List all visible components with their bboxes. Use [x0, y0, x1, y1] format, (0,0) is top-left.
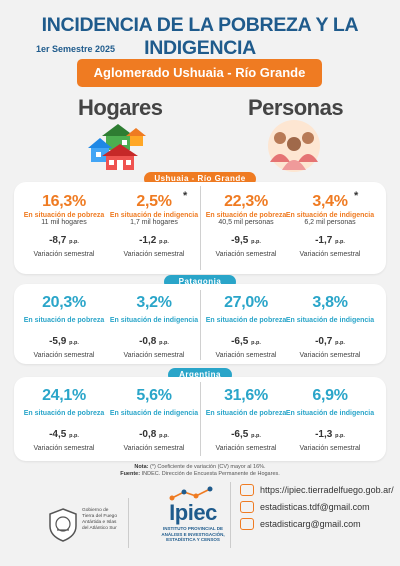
stat-variation: -1,2 p.p.: [139, 235, 169, 246]
hogares-heading: Hogares: [78, 95, 163, 120]
ipiec-logo-graph-icon: [169, 486, 213, 501]
government-seal-icon: [49, 508, 77, 542]
stat-label: En situación de indigencia: [109, 317, 199, 324]
cv-asterisk: *: [354, 190, 359, 202]
stat-variation: -8,7 p.p.: [49, 235, 79, 246]
stat-cell: 27,0% En situación de pobreza -6,5 p.p. …: [200, 294, 292, 359]
stat-value: 3,8%: [312, 294, 348, 311]
stat-variation: -5,9 p.p.: [49, 336, 79, 347]
page-title: INCIDENCIA DE LA POBREZA Y LA INDIGENCIA: [41, 14, 359, 59]
stat-value: 3,2%: [136, 294, 172, 311]
footer-divider: [230, 482, 231, 548]
stat-variation-label: Variación semestral: [299, 445, 361, 452]
contact-list: https://ipiec.tierradelfuego.gob.ar/ est…: [240, 481, 394, 532]
stat-variation: -1,3 p.p.: [315, 429, 345, 440]
stat-value: 22,3%: [224, 193, 268, 210]
stat-cell: 5,6% En situación de indigencia -0,8 p.p…: [108, 387, 200, 452]
stat-value: 16,3%: [42, 193, 86, 210]
facebook-icon: [240, 500, 254, 513]
personas-heading: Personas: [248, 95, 344, 120]
stat-label: En situación de indigencia: [109, 410, 199, 417]
web-icon: [240, 483, 254, 496]
stat-cell: 3,2% En situación de indigencia -0,8 p.p…: [108, 294, 200, 359]
cv-asterisk: *: [183, 190, 188, 202]
stat-value: 31,6%: [224, 387, 268, 404]
ipiec-subtitle: INSTITUTO PROVINCIAL DE ANÁLISIS E INVES…: [161, 526, 225, 542]
ipiec-logo-text: Ipiec: [169, 500, 217, 525]
stat-sub: 6,2 mil personas: [304, 219, 356, 226]
stat-variation-label: Variación semestral: [299, 352, 361, 359]
stat-cell: 3,4% En situación de indigencia 6,2 mil …: [284, 193, 376, 258]
stat-variation-label: Variación semestral: [33, 251, 95, 258]
stat-value: 5,6%: [136, 387, 172, 404]
stat-cell: 6,9% En situación de indigencia -1,3 p.p…: [284, 387, 376, 452]
email-icon: [240, 517, 254, 530]
section-divider: [200, 382, 201, 456]
stat-sub: 40,5 mil personas: [218, 219, 274, 226]
people-icon: [268, 120, 320, 172]
period-label: 1er Semestre 2025: [36, 44, 116, 54]
contact-facebook[interactable]: estadisticas.tdf@gmail.com: [240, 498, 394, 515]
stat-variation-label: Variación semestral: [33, 445, 95, 452]
stat-variation: -1,7 p.p.: [315, 235, 345, 246]
stat-label: En situación de pobreza: [205, 410, 287, 417]
stat-cell: 2,5% En situación de indigencia 1,7 mil …: [108, 193, 200, 258]
stat-value: 6,9%: [312, 387, 348, 404]
stat-value: 3,4%: [312, 193, 348, 210]
stat-label: En situación de indigencia: [285, 410, 375, 417]
note-line: Nota: (*) Coeficiente de variación (CV) …: [134, 464, 266, 470]
stat-variation-label: Variación semestral: [215, 251, 277, 258]
stat-variation: -0,8 p.p.: [139, 429, 169, 440]
notes: Nota: (*) Coeficiente de variación (CV) …: [0, 464, 400, 478]
stat-label: En situación de indigencia: [109, 212, 199, 219]
stat-label: En situación de pobreza: [23, 410, 105, 417]
stat-variation: -4,5 p.p.: [49, 429, 79, 440]
stat-variation: -6,5 p.p.: [231, 429, 261, 440]
stat-variation-label: Variación semestral: [215, 445, 277, 452]
stat-label: En situación de pobreza: [23, 317, 105, 324]
stat-cell: 24,1% En situación de pobreza -4,5 p.p. …: [18, 387, 110, 452]
stat-variation-label: Variación semestral: [215, 352, 277, 359]
government-name: Gobierno de Tierra del Fuego Antártida e…: [82, 508, 118, 531]
stat-variation-label: Variación semestral: [33, 352, 95, 359]
stat-variation: -0,8 p.p.: [139, 336, 169, 347]
stat-cell: 16,3% En situación de pobreza 11 mil hog…: [18, 193, 110, 258]
stat-cell: 31,6% En situación de pobreza -6,5 p.p. …: [200, 387, 292, 452]
stat-sub: 11 mil hogares: [41, 219, 87, 226]
stat-value: 24,1%: [42, 387, 86, 404]
stat-label: En situación de pobreza: [205, 317, 287, 324]
stat-sub: 1,7 mil hogares: [130, 219, 178, 226]
source-line: Fuente: INDEC. Dirección de Encuesta Per…: [120, 471, 280, 477]
stat-variation-label: Variación semestral: [123, 251, 185, 258]
contact-web[interactable]: https://ipiec.tierradelfuego.gob.ar/: [240, 481, 394, 498]
stat-label: En situación de indigencia: [285, 212, 375, 219]
region-banner: Aglomerado Ushuaia - Río Grande: [77, 59, 322, 87]
footer-divider: [128, 498, 129, 548]
stat-value: 20,3%: [42, 294, 86, 311]
stat-variation: -9,5 p.p.: [231, 235, 261, 246]
contact-email[interactable]: estadisticarg@gmail.com: [240, 515, 394, 532]
stat-variation-label: Variación semestral: [123, 445, 185, 452]
stat-value: 2,5%: [136, 193, 172, 210]
stat-variation: -6,5 p.p.: [231, 336, 261, 347]
stat-cell: 22,3% En situación de pobreza 40,5 mil p…: [200, 193, 292, 258]
section-divider: [200, 186, 201, 270]
stat-variation: -0,7 p.p.: [315, 336, 345, 347]
stat-cell: 20,3% En situación de pobreza -5,9 p.p. …: [18, 294, 110, 359]
stat-label: En situación de pobreza: [23, 212, 105, 219]
stat-label: En situación de indigencia: [285, 317, 375, 324]
stat-label: En situación de pobreza: [205, 212, 287, 219]
houses-icon: [88, 124, 146, 170]
stat-variation-label: Variación semestral: [299, 251, 361, 258]
stat-cell: 3,8% En situación de indigencia -0,7 p.p…: [284, 294, 376, 359]
section-divider: [200, 290, 201, 360]
stat-value: 27,0%: [224, 294, 268, 311]
stat-variation-label: Variación semestral: [123, 352, 185, 359]
